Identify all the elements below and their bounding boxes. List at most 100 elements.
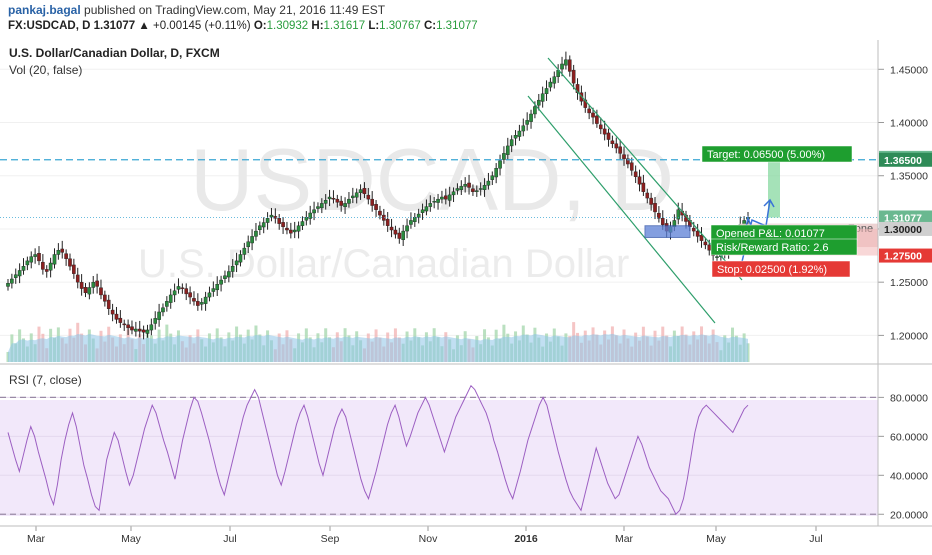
candle[interactable] <box>571 69 576 84</box>
candle[interactable] <box>137 328 142 332</box>
candle[interactable] <box>432 201 436 203</box>
candle[interactable] <box>56 250 61 255</box>
candle[interactable] <box>153 318 158 324</box>
candle[interactable] <box>289 229 293 234</box>
candle[interactable] <box>261 222 266 228</box>
candle[interactable] <box>455 188 460 191</box>
candle[interactable] <box>254 230 258 237</box>
candle[interactable] <box>180 287 185 289</box>
candle[interactable] <box>196 301 200 306</box>
candle[interactable] <box>95 280 99 287</box>
candle[interactable] <box>463 184 467 187</box>
candle[interactable] <box>382 214 386 221</box>
candle[interactable] <box>614 143 619 149</box>
candle[interactable] <box>122 323 127 326</box>
candle[interactable] <box>645 192 650 199</box>
candle[interactable] <box>327 196 332 200</box>
candle[interactable] <box>540 93 545 102</box>
price-pane[interactable]: USDCAD, D U.S. Dollar/Canadian Dollar Zo… <box>0 46 878 362</box>
candle[interactable] <box>575 84 580 93</box>
channel-upper-line[interactable] <box>547 57 743 281</box>
candle[interactable] <box>393 229 398 235</box>
candle[interactable] <box>474 190 479 192</box>
candle[interactable] <box>660 218 665 225</box>
candle[interactable] <box>529 113 533 122</box>
candle[interactable] <box>385 218 390 226</box>
candle[interactable] <box>416 213 421 218</box>
candle[interactable] <box>409 220 413 225</box>
candle[interactable] <box>517 130 522 137</box>
candle[interactable] <box>536 99 541 106</box>
candle[interactable] <box>48 262 53 271</box>
candle[interactable] <box>13 274 18 278</box>
candle[interactable] <box>362 188 367 195</box>
candle[interactable] <box>606 132 611 140</box>
chart-area[interactable]: USDCAD, D U.S. Dollar/Canadian Dollar Zo… <box>0 40 932 550</box>
candle[interactable] <box>401 230 405 241</box>
candle[interactable] <box>6 283 10 287</box>
candle[interactable] <box>564 59 568 66</box>
candle[interactable] <box>176 286 181 290</box>
candle[interactable] <box>285 227 289 231</box>
candle[interactable] <box>610 140 615 144</box>
candle[interactable] <box>444 195 448 200</box>
candle[interactable] <box>459 186 464 190</box>
candle[interactable] <box>172 290 177 296</box>
candle[interactable] <box>533 106 537 115</box>
candle[interactable] <box>598 124 603 130</box>
candle[interactable] <box>486 180 491 186</box>
candle[interactable] <box>126 324 130 329</box>
candle[interactable] <box>316 206 320 209</box>
candle[interactable] <box>707 244 712 251</box>
candle[interactable] <box>428 203 433 207</box>
support-zone-box[interactable] <box>644 225 691 238</box>
candle[interactable] <box>413 217 417 222</box>
candle[interactable] <box>626 158 630 165</box>
candle[interactable] <box>258 225 262 231</box>
candle[interactable] <box>281 222 285 228</box>
candle[interactable] <box>21 266 26 271</box>
candle[interactable] <box>436 198 440 203</box>
candle[interactable] <box>618 146 622 154</box>
candle[interactable] <box>238 254 243 263</box>
candle[interactable] <box>141 329 146 333</box>
candle[interactable] <box>234 260 239 266</box>
author-link[interactable]: pankaj.bagal <box>8 3 81 17</box>
candle[interactable] <box>548 81 553 88</box>
candle[interactable] <box>513 135 518 139</box>
candle[interactable] <box>37 253 41 262</box>
candle[interactable] <box>494 168 498 178</box>
candle[interactable] <box>41 261 45 270</box>
candle[interactable] <box>320 203 324 209</box>
candle[interactable] <box>300 221 305 226</box>
candle[interactable] <box>145 329 150 334</box>
candle[interactable] <box>335 198 340 203</box>
rsi-pane[interactable]: RSI (7, close) <box>0 373 878 516</box>
candle[interactable] <box>188 292 192 298</box>
candle[interactable] <box>33 254 37 257</box>
candle[interactable] <box>703 241 708 246</box>
candle[interactable] <box>521 125 526 132</box>
candle[interactable] <box>83 287 88 294</box>
candle[interactable] <box>87 287 92 295</box>
candle[interactable] <box>502 153 506 160</box>
candle[interactable] <box>207 292 212 298</box>
candle[interactable] <box>657 212 661 219</box>
candle[interactable] <box>525 120 529 125</box>
candle[interactable] <box>358 189 363 193</box>
candle[interactable] <box>354 192 359 198</box>
candle[interactable] <box>192 298 196 302</box>
candle[interactable] <box>296 225 301 232</box>
candle[interactable] <box>211 288 216 292</box>
candle[interactable] <box>130 326 134 331</box>
candle[interactable] <box>75 274 80 283</box>
candle[interactable] <box>339 200 343 206</box>
symbol-label[interactable]: FX:USDCAD, D <box>8 20 91 32</box>
candle[interactable] <box>250 236 254 244</box>
candle[interactable] <box>60 248 65 253</box>
candle[interactable] <box>347 198 351 204</box>
candle[interactable] <box>134 328 138 332</box>
candle[interactable] <box>292 229 297 233</box>
candle[interactable] <box>165 301 169 307</box>
candle[interactable] <box>17 270 22 277</box>
